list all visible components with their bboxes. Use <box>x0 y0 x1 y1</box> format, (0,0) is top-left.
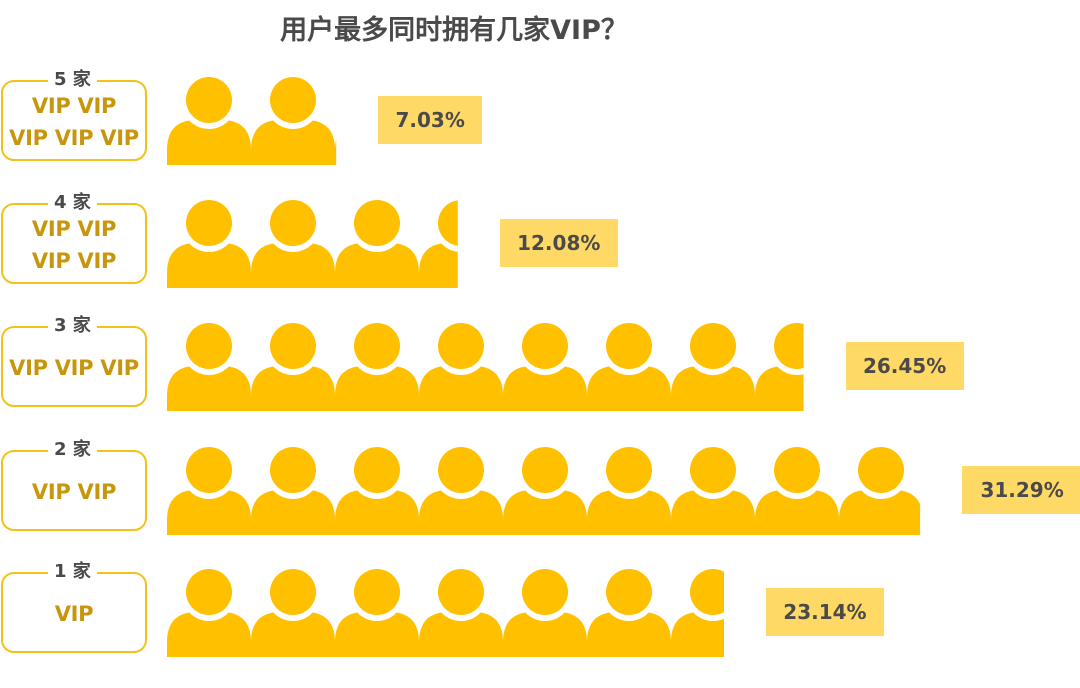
data-label: 12.08% <box>499 219 618 267</box>
category-label: 3 家 VIP VIP VIP <box>1 315 147 407</box>
person-icon <box>587 445 671 535</box>
vip-line: VIP VIP <box>31 479 117 504</box>
person-icon <box>671 321 755 411</box>
data-label: 26.45% <box>845 342 964 390</box>
bar-row-1 <box>167 75 337 165</box>
person-icon <box>503 321 587 411</box>
person-icon <box>335 445 419 535</box>
vip-line: VIP VIP <box>31 216 117 241</box>
person-icon <box>251 198 335 288</box>
vip-line: VIP <box>54 601 94 626</box>
person-icon <box>755 321 804 411</box>
data-label: 31.29% <box>962 466 1080 514</box>
bar-row-4 <box>167 445 921 535</box>
vip-badges: VIP <box>3 574 145 651</box>
person-icon <box>335 198 419 288</box>
vip-line: VIP VIP <box>31 93 117 118</box>
category-count: 4 家 <box>48 192 97 214</box>
bar-row-5 <box>167 567 724 657</box>
person-icon <box>587 321 671 411</box>
category-label: 2 家 VIP VIP <box>1 439 147 531</box>
person-icon <box>167 198 251 288</box>
vip-line: VIP VIP <box>31 248 117 273</box>
person-icon <box>167 75 251 165</box>
person-icon <box>419 445 503 535</box>
category-label: 4 家 VIP VIP VIP VIP <box>1 192 147 284</box>
person-icon <box>671 445 755 535</box>
category-count: 1 家 <box>48 561 97 583</box>
person-icon <box>251 445 335 535</box>
person-icon <box>335 321 419 411</box>
person-icon <box>587 567 671 657</box>
person-icon <box>671 567 724 657</box>
person-icon <box>419 198 458 288</box>
person-icon <box>251 75 335 165</box>
category-label: 1 家 VIP <box>1 561 147 653</box>
person-icon <box>839 445 921 535</box>
person-icon <box>251 567 335 657</box>
person-icon <box>755 445 839 535</box>
person-icon <box>503 567 587 657</box>
vip-badges: VIP VIP <box>3 452 145 529</box>
bar-row-2 <box>167 198 458 288</box>
category-count: 2 家 <box>48 439 97 461</box>
bar-row-3 <box>167 321 804 411</box>
person-icon <box>503 445 587 535</box>
vip-line: VIP VIP VIP <box>9 355 139 380</box>
person-icon <box>419 321 503 411</box>
person-icon <box>335 139 337 165</box>
person-icon <box>167 445 251 535</box>
vip-badges: VIP VIP VIP VIP VIP <box>3 82 145 159</box>
category-count: 3 家 <box>48 315 97 337</box>
chart-title: 用户最多同时拥有几家VIP？ <box>280 15 628 46</box>
vip-badges: VIP VIP VIP <box>3 328 145 405</box>
person-icon <box>167 321 251 411</box>
data-label: 23.14% <box>765 588 884 636</box>
data-label: 7.03% <box>378 96 483 144</box>
category-label: 5 家 VIP VIP VIP VIP VIP <box>1 69 147 161</box>
vip-badges: VIP VIP VIP VIP <box>3 205 145 282</box>
person-icon <box>335 567 419 657</box>
person-icon <box>419 567 503 657</box>
category-count: 5 家 <box>48 69 97 91</box>
person-icon <box>251 321 335 411</box>
person-icon <box>167 567 251 657</box>
vip-line: VIP VIP VIP <box>9 125 139 150</box>
